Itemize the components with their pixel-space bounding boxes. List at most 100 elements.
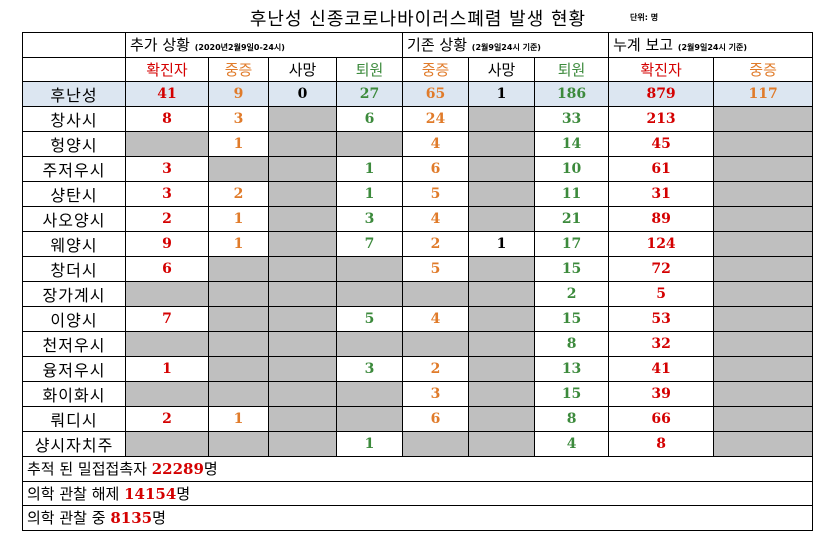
value-cell: 3	[125, 181, 209, 207]
empty-cell	[335, 406, 404, 432]
value-cell: 117	[713, 81, 814, 107]
value-cell: 1	[125, 356, 209, 382]
empty-cell	[125, 331, 209, 357]
table-row: 사오양시 2 1 3 4 21 89	[22, 206, 814, 232]
table-row: 창더시 6 5 15 72	[22, 256, 814, 282]
empty-cell	[208, 381, 269, 407]
empty-cell	[268, 406, 337, 432]
value-cell: 1	[468, 231, 536, 257]
region-name: 사오양시	[22, 206, 126, 232]
empty-cell	[713, 181, 814, 207]
empty-cell	[468, 356, 536, 382]
value-cell: 2	[402, 356, 470, 382]
column-header: 확진자	[608, 56, 715, 82]
value-cell: 39	[608, 381, 715, 407]
value-cell: 3	[402, 381, 470, 407]
empty-cell	[268, 106, 337, 132]
value-cell: 7	[125, 306, 209, 332]
value-cell: 4	[402, 206, 470, 232]
region-name: 뤄디시	[22, 406, 126, 432]
value-cell: 3	[335, 356, 404, 382]
column-header: 중증	[208, 56, 269, 82]
table-row: 헝양시 1 4 14 45	[22, 131, 814, 157]
value-cell: 4	[402, 131, 470, 157]
table-row: 화이화시 3 15 39	[22, 381, 814, 407]
summary-row: 의학 관찰 해제 14154명	[21, 480, 814, 506]
summary-row: 의학 관찰 중 8135명	[21, 505, 814, 531]
value-cell: 3	[125, 156, 209, 182]
empty-cell	[468, 156, 536, 182]
value-cell: 15	[534, 256, 610, 282]
region-name: 창사시	[22, 106, 126, 132]
value-cell: 53	[608, 306, 715, 332]
table-row: 창사시 8 3 6 24 33 213	[22, 106, 814, 132]
summary-row: 추적 된 밀접접촉자 22289명	[21, 456, 814, 482]
value-cell: 66	[608, 406, 715, 432]
summary-cell: 추적 된 밀접접촉자 22289명	[21, 456, 814, 482]
region-name: 창더시	[22, 256, 126, 282]
value-cell: 7	[335, 231, 404, 257]
value-cell: 186	[534, 81, 610, 107]
empty-cell	[468, 331, 536, 357]
empty-cell	[713, 431, 814, 457]
empty-cell	[268, 431, 337, 457]
value-cell: 4	[534, 431, 610, 457]
value-cell: 1	[208, 206, 269, 232]
empty-cell	[268, 356, 337, 382]
value-cell: 879	[608, 81, 715, 107]
empty-cell	[402, 331, 470, 357]
corner-cell	[22, 32, 126, 58]
value-cell: 2	[402, 231, 470, 257]
value-cell: 1	[335, 431, 404, 457]
table-row: 융저우시 1 3 2 13 41	[22, 356, 814, 382]
value-cell: 4	[402, 306, 470, 332]
column-header: 중증	[713, 56, 814, 82]
empty-cell	[468, 206, 536, 232]
empty-cell	[268, 306, 337, 332]
column-header: 사망	[268, 56, 337, 82]
value-cell: 61	[608, 156, 715, 182]
corner-cell	[22, 56, 126, 82]
value-cell: 27	[335, 81, 404, 107]
group-header: 기존 상황 (2월9일24시 기준)	[402, 32, 610, 58]
table-row: 뤄디시 2 1 6 8 66	[22, 406, 814, 432]
subheader-row: 확진자 중증 사망 퇴원 중증 사망 퇴원 확진자 중증	[22, 56, 814, 82]
group-note: (2020년2월9일0-24시)	[194, 43, 285, 53]
summary-label: 의학 관찰 해제	[27, 484, 120, 503]
value-cell: 1	[208, 231, 269, 257]
empty-cell	[125, 431, 209, 457]
value-cell: 24	[402, 106, 470, 132]
column-header: 확진자	[125, 56, 209, 82]
summary-value: 22289	[151, 460, 204, 479]
value-cell: 72	[608, 256, 715, 282]
column-header: 사망	[468, 56, 536, 82]
column-header: 퇴원	[335, 56, 404, 82]
empty-cell	[713, 156, 814, 182]
empty-cell	[713, 381, 814, 407]
value-cell: 5	[402, 181, 470, 207]
value-cell: 8	[534, 331, 610, 357]
value-cell: 41	[608, 356, 715, 382]
table-row: 샹탄시 3 2 1 5 11 31	[22, 181, 814, 207]
empty-cell	[468, 131, 536, 157]
summary-label: 의학 관찰 중	[27, 509, 106, 528]
group-note: (2월9일24시 기준)	[471, 43, 541, 53]
value-cell: 11	[534, 181, 610, 207]
empty-cell	[208, 356, 269, 382]
value-cell: 6	[335, 106, 404, 132]
empty-cell	[713, 331, 814, 357]
summary-label: 추적 된 밀접접촉자	[27, 460, 147, 479]
header: 후난성 신종코로나바이러스폐렴 발생 현황 단위: 명	[0, 0, 836, 32]
value-cell: 9	[208, 81, 269, 107]
value-cell: 1	[335, 181, 404, 207]
summary-value: 14154	[124, 484, 177, 503]
empty-cell	[268, 381, 337, 407]
empty-cell	[268, 231, 337, 257]
group-note: (2월9일24시 기준)	[677, 43, 747, 53]
empty-cell	[713, 256, 814, 282]
total-row: 후난성 41 9 0 27 65 1 186 879 117	[22, 81, 814, 107]
empty-cell	[402, 431, 470, 457]
value-cell: 13	[534, 356, 610, 382]
summary-suffix: 명	[176, 484, 191, 503]
empty-cell	[268, 281, 337, 307]
